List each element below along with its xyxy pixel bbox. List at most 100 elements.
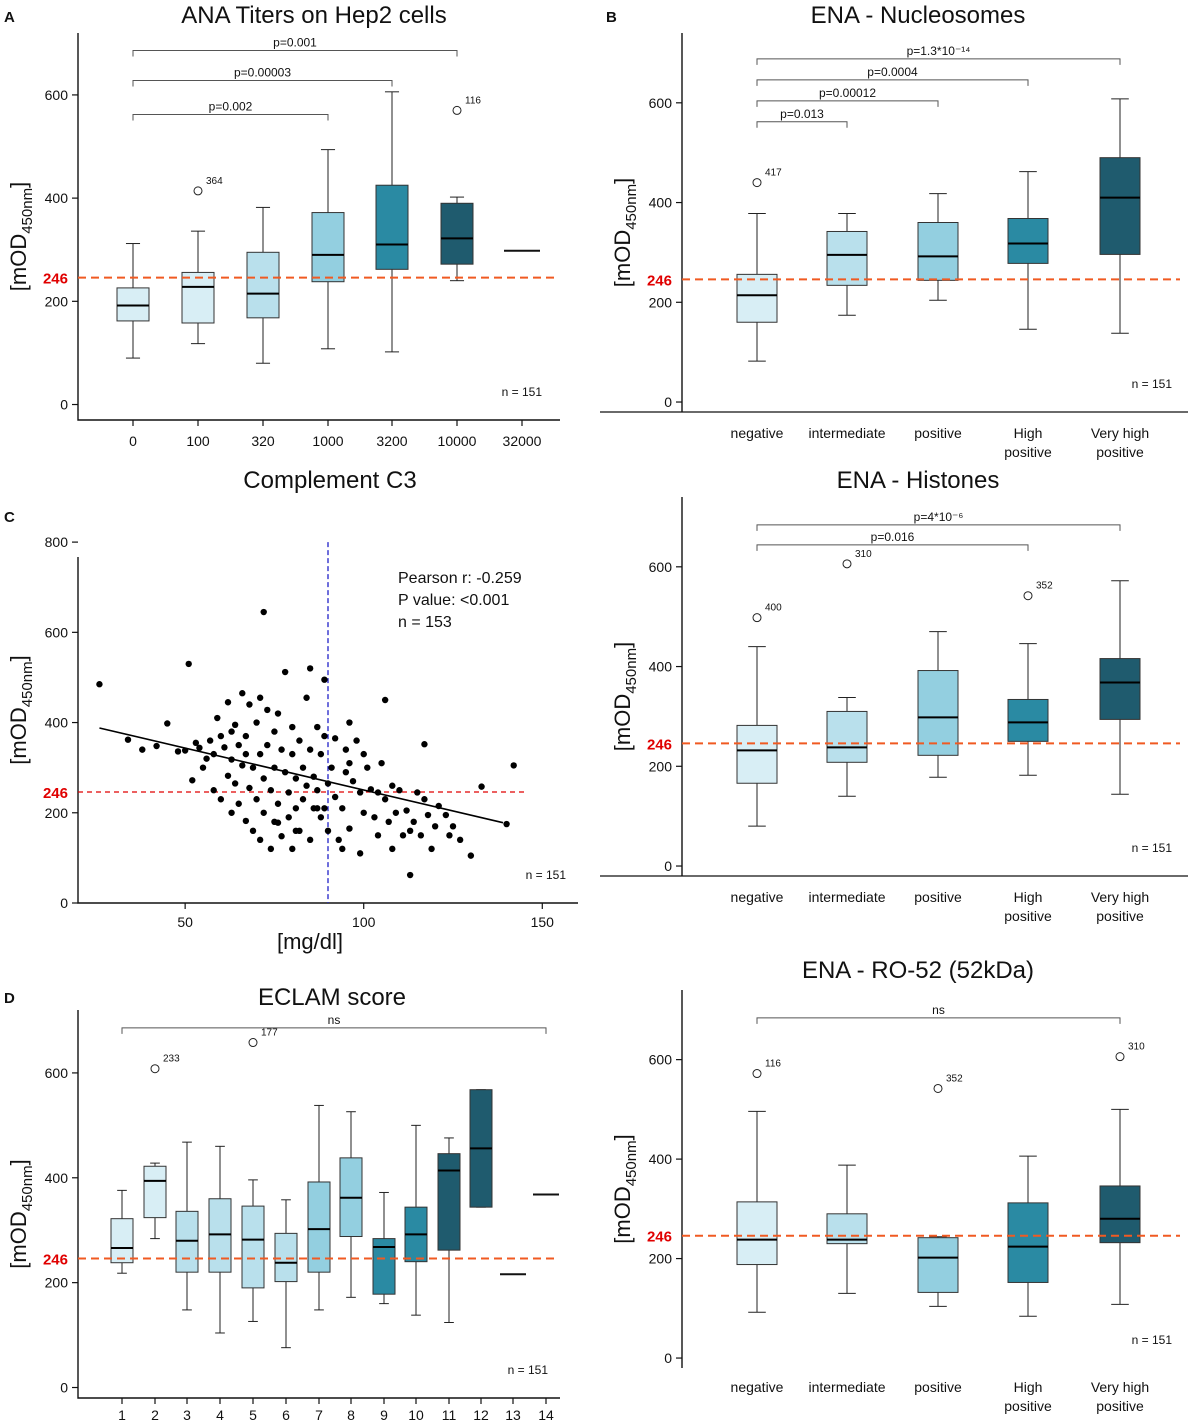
box-iqr bbox=[110, 1218, 134, 1264]
scatter-point bbox=[235, 800, 242, 807]
scatter-point bbox=[274, 819, 282, 826]
scatter-point bbox=[231, 780, 239, 787]
x-category-line: 10000 bbox=[438, 433, 477, 449]
scatter-point bbox=[278, 833, 285, 840]
x-category-label: 32000 bbox=[503, 433, 542, 449]
x-category-line: High bbox=[1014, 1379, 1043, 1395]
box-iqr bbox=[208, 1198, 232, 1273]
scatter-point bbox=[299, 764, 307, 771]
stats-annotation: Pearson r: -0.259 bbox=[398, 570, 522, 587]
scatter-point bbox=[296, 737, 303, 744]
comparison-label: p=0.00012 bbox=[819, 86, 876, 100]
x-category-line: Very high bbox=[1091, 1379, 1149, 1395]
scatter-point bbox=[228, 728, 235, 735]
x-category-label: positive bbox=[914, 425, 962, 441]
scatter-point bbox=[196, 744, 203, 752]
box-iqr bbox=[1007, 1202, 1049, 1283]
x-category-label: 14 bbox=[538, 1407, 554, 1423]
scatter-point bbox=[303, 782, 310, 789]
scatter-point bbox=[349, 778, 357, 785]
stats-annotation: n = 153 bbox=[398, 614, 452, 631]
scatter-point bbox=[274, 710, 282, 717]
scatter-point bbox=[431, 823, 439, 830]
x-category-line: 3 bbox=[183, 1407, 191, 1423]
scatter-point bbox=[214, 714, 221, 722]
scatter-point bbox=[292, 775, 300, 782]
box-iqr bbox=[917, 670, 959, 756]
scatter-point bbox=[164, 720, 171, 727]
x-category-line: 320 bbox=[251, 433, 275, 449]
comparison-label: p=0.013 bbox=[780, 107, 824, 121]
scatter-point bbox=[96, 681, 103, 688]
scatter-point bbox=[139, 746, 146, 753]
x-category-line: positive bbox=[1096, 444, 1144, 460]
comparison-label: p=0.00003 bbox=[234, 65, 291, 79]
x-category-line: positive bbox=[914, 889, 962, 905]
scatter-point bbox=[414, 789, 421, 796]
outlier-label: 352 bbox=[1036, 581, 1053, 592]
x-category-line: 3200 bbox=[376, 433, 407, 449]
panel-letter: A bbox=[4, 9, 15, 26]
scatter-point bbox=[478, 783, 485, 790]
n-count-label: n = 151 bbox=[508, 1363, 549, 1377]
x-category-label: High positive bbox=[1004, 425, 1052, 460]
scatter-point bbox=[217, 796, 225, 803]
x-category-label: 8 bbox=[347, 1407, 355, 1423]
scatter-point bbox=[389, 782, 396, 789]
outlier-point bbox=[752, 613, 762, 623]
x-category-line: positive bbox=[1096, 908, 1144, 924]
scatter-point bbox=[392, 809, 400, 816]
scatter-point bbox=[249, 827, 257, 835]
scatter-point bbox=[503, 820, 510, 828]
scatter-point bbox=[174, 748, 182, 755]
box-iqr bbox=[1099, 157, 1141, 255]
x-category-label: 3200 bbox=[376, 433, 407, 449]
scatter-point bbox=[217, 732, 225, 740]
y-axis-title-bracket: ] bbox=[610, 1134, 635, 1140]
comparison-bracket bbox=[132, 114, 329, 121]
stats-annotation: P value: <0.001 bbox=[398, 592, 509, 609]
x-category-line: 1000 bbox=[312, 433, 343, 449]
outlier-label: 310 bbox=[855, 549, 872, 560]
x-tick-label: 50 bbox=[177, 914, 193, 930]
x-category-line: positive bbox=[914, 425, 962, 441]
outlier-point bbox=[248, 1038, 258, 1048]
scatter-point bbox=[242, 750, 250, 758]
reference-value-label: 246 bbox=[43, 271, 68, 288]
scatter-point bbox=[124, 736, 132, 743]
x-tick-label: 150 bbox=[531, 914, 555, 930]
n-count-label: n = 151 bbox=[1132, 1333, 1173, 1347]
x-category-label: 1000 bbox=[312, 433, 343, 449]
y-axis-title-subscript: 450nm bbox=[19, 188, 36, 234]
scatter-point bbox=[274, 800, 282, 807]
box-iqr bbox=[736, 724, 778, 784]
panel-letter: B bbox=[606, 9, 617, 26]
scatter-point bbox=[242, 817, 250, 825]
scatter-point bbox=[446, 832, 453, 839]
y-tick-label: 200 bbox=[45, 1275, 69, 1291]
x-category-label: 9 bbox=[380, 1407, 388, 1423]
scatter-point bbox=[292, 805, 300, 812]
x-category-line: negative bbox=[731, 1379, 784, 1395]
x-category-label: 4 bbox=[216, 1407, 224, 1423]
y-axis-title-subscript: 450nm bbox=[19, 661, 36, 707]
scatter-point bbox=[324, 827, 332, 835]
x-category-label: 0 bbox=[129, 433, 137, 449]
scatter-point bbox=[228, 809, 235, 816]
scatter-point bbox=[285, 814, 292, 821]
scatter-point bbox=[456, 836, 464, 844]
scatter-point bbox=[417, 832, 425, 839]
comparison-bracket bbox=[756, 58, 1121, 65]
y-axis-title-text: [mOD450nm] bbox=[6, 1159, 36, 1268]
scatter-point bbox=[317, 814, 325, 821]
box-iqr bbox=[826, 710, 868, 763]
y-axis-title: [mOD450nm] bbox=[610, 178, 640, 287]
box-iqr bbox=[307, 1181, 331, 1273]
x-category-label: Very high positive bbox=[1091, 1379, 1149, 1414]
x-category-label: intermediate bbox=[808, 1379, 885, 1395]
outlier-label: 310 bbox=[1128, 1042, 1145, 1053]
scatter-point bbox=[335, 836, 342, 844]
scatter-point bbox=[346, 759, 353, 767]
scatter-point bbox=[317, 750, 325, 758]
y-axis-title-bracket: ] bbox=[610, 642, 635, 648]
